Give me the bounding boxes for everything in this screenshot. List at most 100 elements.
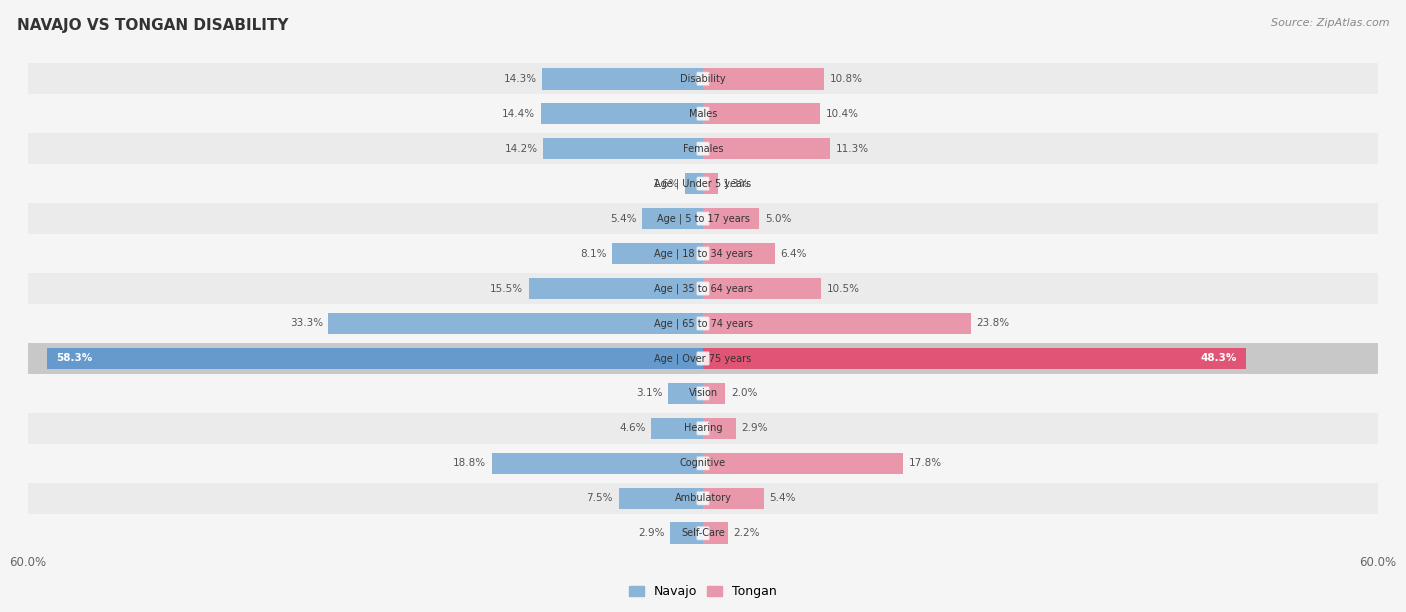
Text: Cognitive: Cognitive [681, 458, 725, 468]
Text: 15.5%: 15.5% [489, 283, 523, 294]
Text: Age | Over 75 years: Age | Over 75 years [654, 353, 752, 364]
Bar [529, 278, 703, 299]
Text: Ambulatory: Ambulatory [675, 493, 731, 503]
Text: 2.9%: 2.9% [638, 528, 665, 539]
Text: 6.4%: 6.4% [780, 248, 807, 258]
Text: Disability: Disability [681, 73, 725, 84]
Bar [28, 272, 1378, 305]
Text: 1.6%: 1.6% [652, 179, 679, 188]
FancyBboxPatch shape [697, 247, 709, 260]
Text: 14.4%: 14.4% [502, 109, 536, 119]
Text: 2.2%: 2.2% [734, 528, 759, 539]
Bar [28, 376, 1378, 410]
Bar [28, 307, 1378, 340]
FancyBboxPatch shape [697, 457, 709, 470]
Bar [668, 382, 703, 405]
Text: Source: ZipAtlas.com: Source: ZipAtlas.com [1271, 18, 1389, 28]
Bar [28, 202, 1378, 236]
Bar [703, 452, 903, 474]
Text: 11.3%: 11.3% [835, 144, 869, 154]
Text: 33.3%: 33.3% [290, 318, 323, 329]
Bar [543, 68, 703, 89]
Bar [28, 341, 1378, 375]
FancyBboxPatch shape [697, 527, 709, 540]
Bar [28, 447, 1378, 480]
Text: Males: Males [689, 109, 717, 119]
Bar [703, 488, 763, 509]
Text: Age | 5 to 17 years: Age | 5 to 17 years [657, 214, 749, 224]
Text: 14.3%: 14.3% [503, 73, 537, 84]
Bar [703, 313, 970, 334]
FancyBboxPatch shape [697, 212, 709, 225]
FancyBboxPatch shape [697, 352, 709, 365]
Text: 4.6%: 4.6% [619, 424, 645, 433]
Bar [703, 103, 820, 124]
Bar [703, 138, 830, 160]
Bar [48, 348, 703, 369]
Bar [28, 482, 1378, 515]
Text: Self-Care: Self-Care [681, 528, 725, 539]
Text: 58.3%: 58.3% [56, 354, 93, 364]
Bar [671, 523, 703, 544]
Text: Age | 35 to 64 years: Age | 35 to 64 years [654, 283, 752, 294]
Bar [612, 243, 703, 264]
Text: 5.0%: 5.0% [765, 214, 792, 223]
Bar [28, 62, 1378, 95]
FancyBboxPatch shape [697, 491, 709, 505]
FancyBboxPatch shape [697, 107, 709, 121]
Text: 5.4%: 5.4% [769, 493, 796, 503]
Text: 7.5%: 7.5% [586, 493, 613, 503]
Text: 3.1%: 3.1% [636, 389, 662, 398]
Text: Age | 65 to 74 years: Age | 65 to 74 years [654, 318, 752, 329]
Bar [651, 417, 703, 439]
Bar [703, 207, 759, 230]
Text: 1.3%: 1.3% [723, 179, 749, 188]
Bar [703, 173, 717, 195]
Bar [492, 452, 703, 474]
Bar [703, 68, 824, 89]
Bar [28, 237, 1378, 271]
Bar [703, 243, 775, 264]
Text: 10.4%: 10.4% [825, 109, 859, 119]
Bar [28, 132, 1378, 165]
Text: 18.8%: 18.8% [453, 458, 486, 468]
FancyBboxPatch shape [697, 72, 709, 85]
Text: 48.3%: 48.3% [1201, 354, 1237, 364]
Text: NAVAJO VS TONGAN DISABILITY: NAVAJO VS TONGAN DISABILITY [17, 18, 288, 34]
Bar [28, 412, 1378, 445]
FancyBboxPatch shape [697, 387, 709, 400]
FancyBboxPatch shape [697, 282, 709, 295]
Text: 23.8%: 23.8% [976, 318, 1010, 329]
Bar [543, 138, 703, 160]
Text: 17.8%: 17.8% [908, 458, 942, 468]
Bar [685, 173, 703, 195]
Bar [703, 382, 725, 405]
Bar [619, 488, 703, 509]
Text: 8.1%: 8.1% [579, 248, 606, 258]
Legend: Navajo, Tongan: Navajo, Tongan [624, 580, 782, 603]
Bar [28, 167, 1378, 200]
Text: Hearing: Hearing [683, 424, 723, 433]
Text: Age | Under 5 years: Age | Under 5 years [654, 178, 752, 189]
Bar [703, 417, 735, 439]
Text: 10.5%: 10.5% [827, 283, 859, 294]
Text: Females: Females [683, 144, 723, 154]
Bar [541, 103, 703, 124]
Text: 2.0%: 2.0% [731, 389, 758, 398]
Bar [703, 523, 728, 544]
Bar [329, 313, 703, 334]
Text: 5.4%: 5.4% [610, 214, 637, 223]
Text: 14.2%: 14.2% [505, 144, 537, 154]
Text: Age | 18 to 34 years: Age | 18 to 34 years [654, 248, 752, 259]
Bar [703, 348, 1246, 369]
Text: 10.8%: 10.8% [830, 73, 863, 84]
FancyBboxPatch shape [697, 422, 709, 435]
Text: Vision: Vision [689, 389, 717, 398]
FancyBboxPatch shape [697, 317, 709, 330]
Text: 2.9%: 2.9% [741, 424, 768, 433]
FancyBboxPatch shape [697, 177, 709, 190]
Bar [28, 517, 1378, 550]
Bar [703, 278, 821, 299]
Bar [643, 207, 703, 230]
Bar [28, 97, 1378, 130]
